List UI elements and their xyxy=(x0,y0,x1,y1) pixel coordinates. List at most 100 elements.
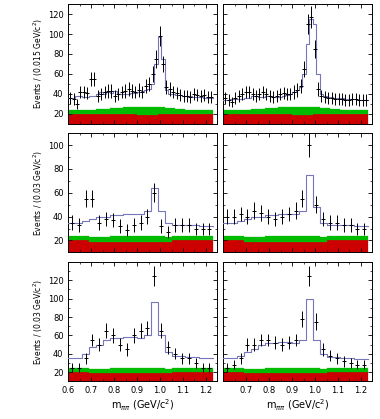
Bar xyxy=(282,114,285,134)
Bar xyxy=(313,236,320,242)
Bar xyxy=(347,368,354,372)
Bar xyxy=(316,106,320,114)
Bar xyxy=(247,114,251,134)
Bar xyxy=(306,236,313,242)
Bar xyxy=(130,242,137,264)
Bar xyxy=(99,109,103,114)
Bar xyxy=(326,241,333,264)
Bar xyxy=(337,114,340,134)
Bar xyxy=(279,114,282,134)
Bar xyxy=(92,110,96,114)
Bar xyxy=(320,373,326,391)
Bar xyxy=(110,373,117,391)
Bar xyxy=(237,114,241,134)
Bar xyxy=(165,108,168,114)
Bar xyxy=(237,368,244,372)
Bar xyxy=(92,114,96,134)
Bar xyxy=(86,110,89,114)
Bar xyxy=(179,236,185,241)
Bar xyxy=(117,242,124,264)
Bar xyxy=(185,368,192,372)
Bar xyxy=(320,242,326,264)
Bar xyxy=(279,106,282,114)
Bar xyxy=(237,110,241,114)
Bar xyxy=(285,368,292,373)
Bar xyxy=(251,114,254,134)
Bar xyxy=(182,109,185,114)
Bar xyxy=(110,368,117,373)
Bar xyxy=(144,114,147,134)
Bar xyxy=(185,110,189,114)
Bar xyxy=(247,110,251,114)
Bar xyxy=(199,368,206,372)
Bar xyxy=(285,373,292,391)
Bar xyxy=(124,106,127,114)
Bar xyxy=(289,114,292,134)
Bar xyxy=(175,109,179,114)
Bar xyxy=(347,241,354,264)
Bar xyxy=(179,372,185,391)
Bar xyxy=(158,106,161,114)
Bar xyxy=(264,373,272,391)
Bar xyxy=(96,109,99,114)
Bar xyxy=(144,242,151,264)
Bar xyxy=(230,236,237,241)
Bar xyxy=(137,242,144,264)
Bar xyxy=(96,237,103,242)
Bar xyxy=(241,110,244,114)
Bar xyxy=(275,114,279,134)
Bar xyxy=(82,236,89,241)
Bar xyxy=(68,110,72,114)
Bar xyxy=(106,109,110,114)
Bar xyxy=(110,114,113,134)
Bar xyxy=(340,110,344,114)
Bar xyxy=(237,372,244,391)
Bar xyxy=(237,241,244,264)
Bar xyxy=(285,114,289,134)
Bar xyxy=(333,368,340,372)
Bar xyxy=(258,109,261,114)
Bar xyxy=(206,236,213,241)
Bar xyxy=(361,372,368,391)
Bar xyxy=(124,236,130,242)
Bar xyxy=(147,106,151,114)
Bar xyxy=(103,109,106,114)
Bar xyxy=(289,106,292,114)
Bar xyxy=(189,110,192,114)
Bar xyxy=(206,114,209,134)
Bar xyxy=(130,368,137,373)
Bar xyxy=(264,114,268,134)
Bar xyxy=(261,109,264,114)
Bar xyxy=(244,370,251,373)
Bar xyxy=(326,368,333,372)
Bar xyxy=(110,236,117,242)
Bar xyxy=(313,114,316,134)
Bar xyxy=(103,237,110,242)
Bar xyxy=(144,236,151,242)
Bar xyxy=(323,108,326,114)
Bar xyxy=(340,372,347,391)
Bar xyxy=(89,370,96,373)
Bar xyxy=(206,110,209,114)
Bar xyxy=(103,373,110,391)
Bar xyxy=(120,108,124,114)
Bar xyxy=(306,114,309,134)
Bar xyxy=(171,236,179,241)
Bar xyxy=(179,241,185,264)
Bar xyxy=(199,241,206,264)
Bar xyxy=(364,110,368,114)
Bar xyxy=(206,372,213,391)
Bar xyxy=(292,242,299,264)
Bar xyxy=(75,114,79,134)
Bar xyxy=(165,373,171,391)
Bar xyxy=(141,106,144,114)
Bar xyxy=(330,109,333,114)
Bar xyxy=(292,373,299,391)
Bar xyxy=(179,109,182,114)
Bar xyxy=(272,114,275,134)
Bar xyxy=(264,236,272,242)
Bar xyxy=(185,114,189,134)
Bar xyxy=(75,236,82,241)
Bar xyxy=(347,110,351,114)
Bar xyxy=(323,114,326,134)
